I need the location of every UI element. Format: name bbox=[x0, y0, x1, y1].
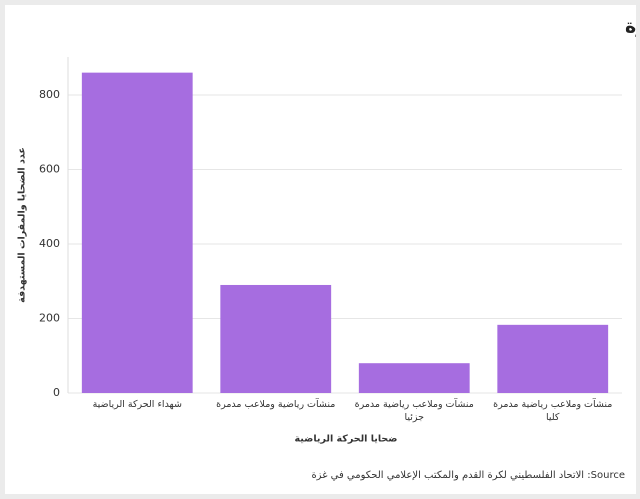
bar bbox=[497, 324, 609, 393]
y-tick-label: 800 bbox=[39, 88, 60, 101]
card: تدمير المجال الرياضي في غزة عدد الضحايا … bbox=[5, 5, 640, 494]
y-tick-label: 600 bbox=[39, 162, 60, 175]
x-tick-label-box: منشآت وملاعب رياضية مدمرة جزئيا bbox=[354, 399, 474, 423]
chart-title: تدمير المجال الرياضي في غزة bbox=[625, 16, 636, 38]
y-tick-label: 200 bbox=[39, 311, 60, 324]
x-tick-label-box: منشآت وملاعب رياضية مدمرة كليا bbox=[493, 399, 613, 423]
x-tick-label-box: منشآت رياضية وملاعب مدمرة bbox=[216, 399, 336, 410]
x-tick-label: منشآت وملاعب رياضية مدمرة جزئيا bbox=[354, 399, 474, 423]
y-tick-label: 400 bbox=[39, 237, 60, 250]
bar bbox=[220, 284, 332, 393]
x-tick-label: منشآت وملاعب رياضية مدمرة كليا bbox=[493, 399, 613, 423]
y-axis-label: عدد الضحايا والمقرات المستهدفة bbox=[17, 147, 28, 303]
y-tick-label: 0 bbox=[53, 386, 60, 399]
x-axis-label: ضحايا الحركة الرياضية bbox=[295, 434, 398, 445]
x-tick-label: شهداء الحركة الرياضية bbox=[92, 399, 182, 410]
x-tick-label: منشآت رياضية وملاعب مدمرة bbox=[216, 399, 336, 410]
chart: تدمير المجال الرياضي في غزة عدد الضحايا … bbox=[17, 16, 640, 482]
x-tick-label-box: شهداء الحركة الرياضية bbox=[92, 399, 182, 410]
bar bbox=[81, 72, 193, 393]
bar bbox=[358, 363, 470, 393]
source: Source: الاتحاد الفلسطيني لكرة القدم وال… bbox=[311, 470, 625, 481]
